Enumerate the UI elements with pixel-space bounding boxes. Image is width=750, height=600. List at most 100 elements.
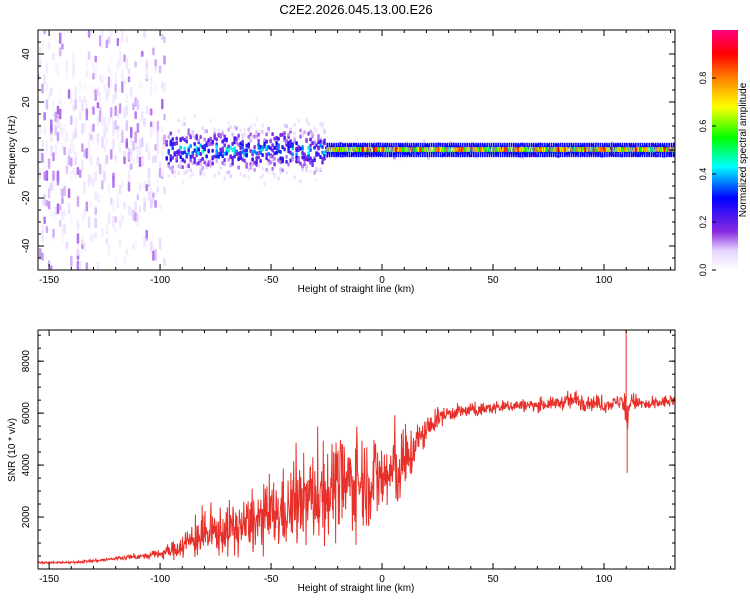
spectrogram-cell xyxy=(311,134,314,139)
spectrogram-ridge-core xyxy=(328,147,331,152)
spectrogram-cell xyxy=(321,140,324,145)
spectrogram-cell xyxy=(225,171,228,176)
spectrogram-cell xyxy=(52,152,55,162)
spectrogram-ridge-core xyxy=(464,147,466,152)
spectrogram-cell xyxy=(197,147,200,152)
spectrogram-cell xyxy=(269,154,272,159)
spectrogram-cell xyxy=(233,136,236,141)
spectrogram-cell xyxy=(90,134,93,141)
spectrogram-cell xyxy=(125,248,129,256)
spectrogram-ridge-core xyxy=(410,147,413,152)
spectrogram-cell xyxy=(301,146,304,151)
spectrogram-ridge-core xyxy=(584,147,586,152)
spectrogram-ridge-core xyxy=(592,147,595,152)
spectrogram-cell xyxy=(179,155,182,160)
spectrogram-cell xyxy=(265,139,268,144)
spectrogram-cell xyxy=(313,126,316,131)
spectrogram-cell xyxy=(203,137,206,142)
spectrogram-ridge-core xyxy=(430,147,433,152)
spectrogram-cell xyxy=(213,154,216,159)
spectrogram-cell xyxy=(177,118,180,123)
spectrogram-cell xyxy=(114,256,117,267)
bottom-x-axis-ticks: -150 -100 -50 0 50 100 xyxy=(39,330,672,585)
spectrogram-cell xyxy=(287,140,290,145)
spectrogram-cell xyxy=(63,223,66,234)
bot-ytick-label: 8000 xyxy=(21,350,32,373)
spectrogram-cell xyxy=(207,138,210,143)
spectrogram-cell xyxy=(189,154,192,159)
spectrogram-cell xyxy=(191,172,194,177)
spectrogram-ridge-core xyxy=(619,147,622,152)
spectrogram-cell xyxy=(92,10,95,18)
spectrogram-ridge-core xyxy=(399,147,402,152)
spectrogram-cell xyxy=(179,138,182,143)
top-xtick-label: -100 xyxy=(150,275,170,286)
spectrogram-ridge-core xyxy=(337,147,340,152)
spectrogram-cell xyxy=(305,168,308,173)
spectrogram-cell xyxy=(109,30,113,37)
spectrogram-cell xyxy=(72,146,75,154)
spectrogram-cell xyxy=(81,122,84,135)
spectrogram-cell xyxy=(231,141,234,146)
spectrogram-ridge-core xyxy=(577,147,579,152)
spectrogram-cell xyxy=(127,170,131,182)
colorbar-ticks: 0.0 0.2 0.4 0.6 0.8 xyxy=(698,72,716,277)
spectrogram-ridge-core xyxy=(350,147,353,152)
spectrogram-cell xyxy=(129,126,133,139)
colorbar-tick-label: 0.0 xyxy=(698,264,708,277)
spectrogram-cell xyxy=(107,243,111,255)
spectrogram-cell xyxy=(309,129,312,134)
spectrogram-cell xyxy=(207,149,210,154)
spectrogram-cell xyxy=(199,162,202,167)
top-y-axis-ticks: -40 -20 0 20 40 xyxy=(21,29,675,271)
spectrogram-ridge-core xyxy=(643,147,646,152)
spectrogram-cell xyxy=(116,60,120,70)
spectrogram-cell xyxy=(203,172,206,177)
spectrogram-ridge-core xyxy=(512,147,515,152)
spectrogram-cell xyxy=(201,145,204,150)
spectrogram-cell xyxy=(90,233,93,242)
spectrogram-cell xyxy=(141,80,144,89)
spectrogram-ridge-core xyxy=(395,147,397,152)
spectrogram-cell xyxy=(313,170,316,175)
spectrogram-cell xyxy=(241,157,244,162)
spectrogram-cell xyxy=(43,171,46,181)
top-ytick-label: 20 xyxy=(21,96,32,108)
spectrogram-cell xyxy=(50,87,53,96)
spectrogram-cell xyxy=(103,127,106,139)
spectrogram-cell xyxy=(243,152,246,157)
top-xtick-label: -50 xyxy=(264,275,279,286)
spectrogram-ridge-core xyxy=(439,147,442,152)
spectrogram-cell xyxy=(105,39,109,49)
spectrogram-cell xyxy=(81,213,84,222)
spectrogram-cell xyxy=(271,170,274,175)
spectrogram-cell xyxy=(134,131,137,143)
spectrogram-cell xyxy=(317,134,320,139)
spectrogram-cell xyxy=(177,171,180,176)
spectrogram-cell xyxy=(315,166,318,171)
spectrogram-ridge-core xyxy=(610,147,613,152)
spectrogram-cell xyxy=(105,154,109,165)
spectrogram-cell xyxy=(45,99,49,110)
spectrogram-cell xyxy=(227,127,230,132)
spectrogram-cell xyxy=(92,62,95,72)
spectrogram-cell xyxy=(305,164,308,169)
spectrogram-cell xyxy=(281,168,284,173)
spectrogram-cell xyxy=(259,150,262,155)
spectrogram-ridge-core xyxy=(539,147,542,152)
spectrogram-ridge-core xyxy=(459,147,462,152)
spectrogram-cell xyxy=(134,142,137,150)
spectrogram-cell xyxy=(285,142,288,147)
spectrogram-ridge-core xyxy=(566,147,568,152)
spectrogram-cell xyxy=(275,140,278,145)
spectrogram-cell xyxy=(158,161,162,169)
spectrogram-cell xyxy=(138,53,142,64)
spectrogram-cell xyxy=(199,143,202,148)
spectrogram-cell xyxy=(281,145,284,150)
spectrogram-cell xyxy=(257,155,260,160)
spectrogram-cell xyxy=(68,0,71,2)
spectrogram-ridge-core xyxy=(530,147,533,152)
spectrogram-cell xyxy=(243,173,246,178)
spectrogram-cell xyxy=(136,157,140,170)
spectrogram-cell xyxy=(85,108,89,121)
